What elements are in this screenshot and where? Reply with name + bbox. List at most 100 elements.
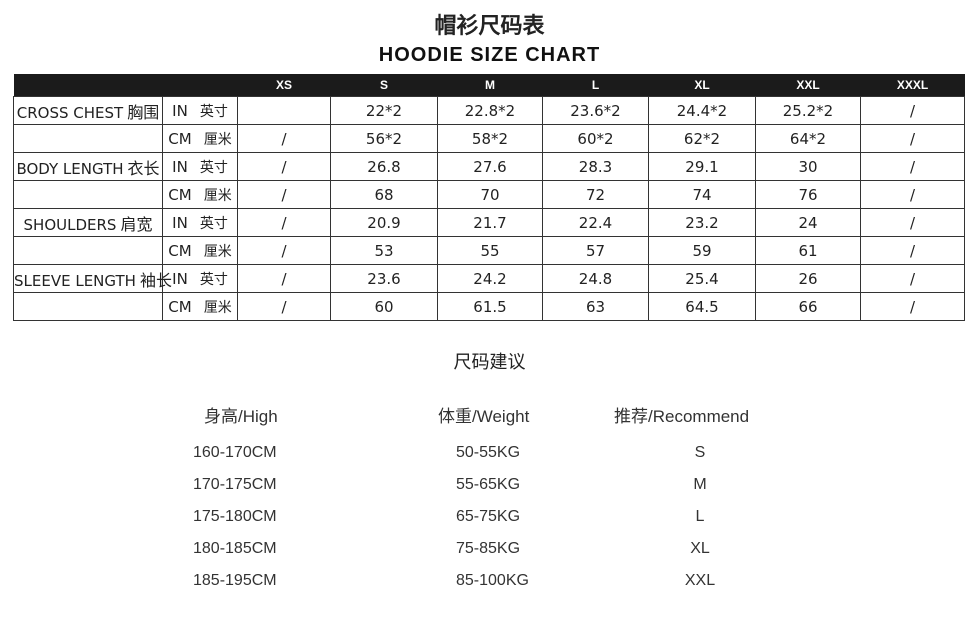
table-row: CROSS CHEST 胸围 IN 英寸 22*2 22.8*2 23.6*2 24.4*2 2… — [13, 96, 965, 125]
value-cell: 60 — [330, 292, 438, 321]
title-chinese: 帽衫尺码表 — [434, 14, 545, 39]
value-cell: 24.8 — [542, 264, 649, 293]
value-cell: 57 — [542, 236, 649, 265]
size-item: L — [695, 508, 705, 525]
unit-cn: 英寸 — [199, 159, 228, 176]
value-cell: 60*2 — [542, 124, 649, 153]
value-cell: 55 — [437, 236, 543, 265]
value-cell — [237, 96, 331, 125]
table-row: SHOULDERS 肩宽 IN 英寸/20.9 21.7 22.4 23.2 24/ — [13, 208, 965, 237]
value-cell: 70 — [437, 180, 543, 209]
unit-en: CM — [168, 241, 192, 260]
value-cell: / — [860, 180, 965, 209]
measurement-label — [13, 236, 163, 265]
unit-cell: CM 厘米 — [162, 124, 238, 153]
size-item: XL — [690, 540, 710, 557]
unit-en: IN — [172, 157, 188, 176]
value-cell: / — [860, 292, 965, 321]
weight-item: 75-85KG — [456, 540, 521, 557]
value-cell: 22.8*2 — [437, 96, 543, 125]
weight-item: 85-100KG — [456, 572, 529, 589]
unit-en: IN — [172, 269, 188, 288]
label-en: CROSS CHEST — [16, 103, 124, 122]
size-header-xs: XS — [237, 74, 331, 97]
unit-cn: 英寸 — [199, 271, 228, 288]
label-cn: 衣长 — [127, 158, 160, 178]
value-cell: / — [237, 208, 331, 237]
value-cell: 53 — [330, 236, 438, 265]
value-cell: 30 — [755, 152, 861, 181]
header-blank — [162, 74, 238, 97]
measurement-label: BODY LENGTH 衣长 — [13, 152, 163, 181]
measurement-label: SLEEVE LENGTH 袖长 — [13, 264, 172, 293]
size-header-l: L — [542, 74, 649, 97]
value-cell: 25.2*2 — [755, 96, 861, 125]
title-english: HOODIE SIZE CHART — [378, 44, 601, 66]
value-cell: 59 — [648, 236, 756, 265]
label-en: SHOULDERS — [23, 215, 117, 234]
unit-cell: IN 英寸 — [162, 264, 238, 293]
value-cell: 24.2 — [437, 264, 543, 293]
height-item: 160-170CM — [193, 444, 277, 461]
value-cell: 22*2 — [330, 96, 438, 125]
value-cell: 62*2 — [648, 124, 756, 153]
value-cell: / — [237, 124, 331, 153]
unit-cell: IN 英寸 — [162, 208, 238, 237]
unit-en: IN — [172, 101, 188, 120]
table-header-row: XS S M L XL XXL XXXL — [13, 74, 965, 97]
value-cell: 72 — [542, 180, 649, 209]
size-item: XXL — [684, 572, 716, 589]
unit-en: CM — [168, 129, 192, 148]
value-cell: 66 — [755, 292, 861, 321]
value-cell: 76 — [755, 180, 861, 209]
size-header-s: S — [330, 74, 438, 97]
height-item: 175-180CM — [193, 508, 277, 525]
unit-en: IN — [172, 213, 188, 232]
recommend-title: 尺码建议 — [453, 352, 526, 373]
weight-item: 55-65KG — [456, 476, 521, 493]
height-item: 180-185CM — [193, 540, 277, 557]
value-cell: 74 — [648, 180, 756, 209]
value-cell: 58*2 — [437, 124, 543, 153]
label-en: SLEEVE LENGTH — [14, 271, 136, 290]
value-cell: / — [860, 152, 965, 181]
unit-cn: 厘米 — [203, 187, 232, 204]
unit-cell: CM 厘米 — [162, 180, 238, 209]
value-cell: 64.5 — [648, 292, 756, 321]
height-item: 185-195CM — [193, 572, 277, 589]
size-chart-table: XS S M L XL XXL XXXL CROSS CHEST 胸围 IN 英寸 22*2 22.8… — [13, 74, 965, 321]
value-cell: 23.6*2 — [542, 96, 649, 125]
unit-cell: CM 厘米 — [162, 236, 238, 265]
value-cell: 28.3 — [542, 152, 649, 181]
size-header-xxl: XXL — [755, 74, 861, 97]
unit-cn: 厘米 — [203, 299, 232, 316]
size-header: 推荐/Recommend — [614, 407, 750, 426]
value-cell: / — [860, 236, 965, 265]
value-cell: 20.9 — [330, 208, 438, 237]
label-cn: 胸围 — [127, 102, 160, 122]
value-cell: / — [237, 292, 331, 321]
value-cell: / — [237, 152, 331, 181]
value-cell: 24 — [755, 208, 861, 237]
value-cell: / — [860, 264, 965, 293]
value-cell: / — [237, 180, 331, 209]
value-cell: 64*2 — [755, 124, 861, 153]
unit-en: CM — [168, 185, 192, 204]
size-header-xl: XL — [648, 74, 756, 97]
weight-list: 50-55KG 55-65KG 65-75KG 75-85KG 85-100KG — [456, 437, 529, 597]
header-blank — [13, 74, 163, 97]
label-en: BODY LENGTH — [16, 159, 124, 178]
weight-item: 65-75KG — [456, 508, 521, 525]
unit-cell: IN 英寸 — [162, 152, 238, 181]
value-cell: 68 — [330, 180, 438, 209]
value-cell: 25.4 — [648, 264, 756, 293]
table-row: CM 厘米/56*2 58*2 60*2 62*2 64*2/ — [13, 124, 965, 153]
size-header-xxxl: XXXL — [860, 74, 965, 97]
unit-en: CM — [168, 297, 192, 316]
label-cn: 袖长 — [139, 270, 172, 290]
value-cell: 61.5 — [437, 292, 543, 321]
table-row: CM 厘米/53 55 57 59 61/ — [13, 236, 965, 265]
value-cell: / — [860, 124, 965, 153]
value-cell: 24.4*2 — [648, 96, 756, 125]
weight-header: 体重/Weight — [438, 407, 530, 426]
